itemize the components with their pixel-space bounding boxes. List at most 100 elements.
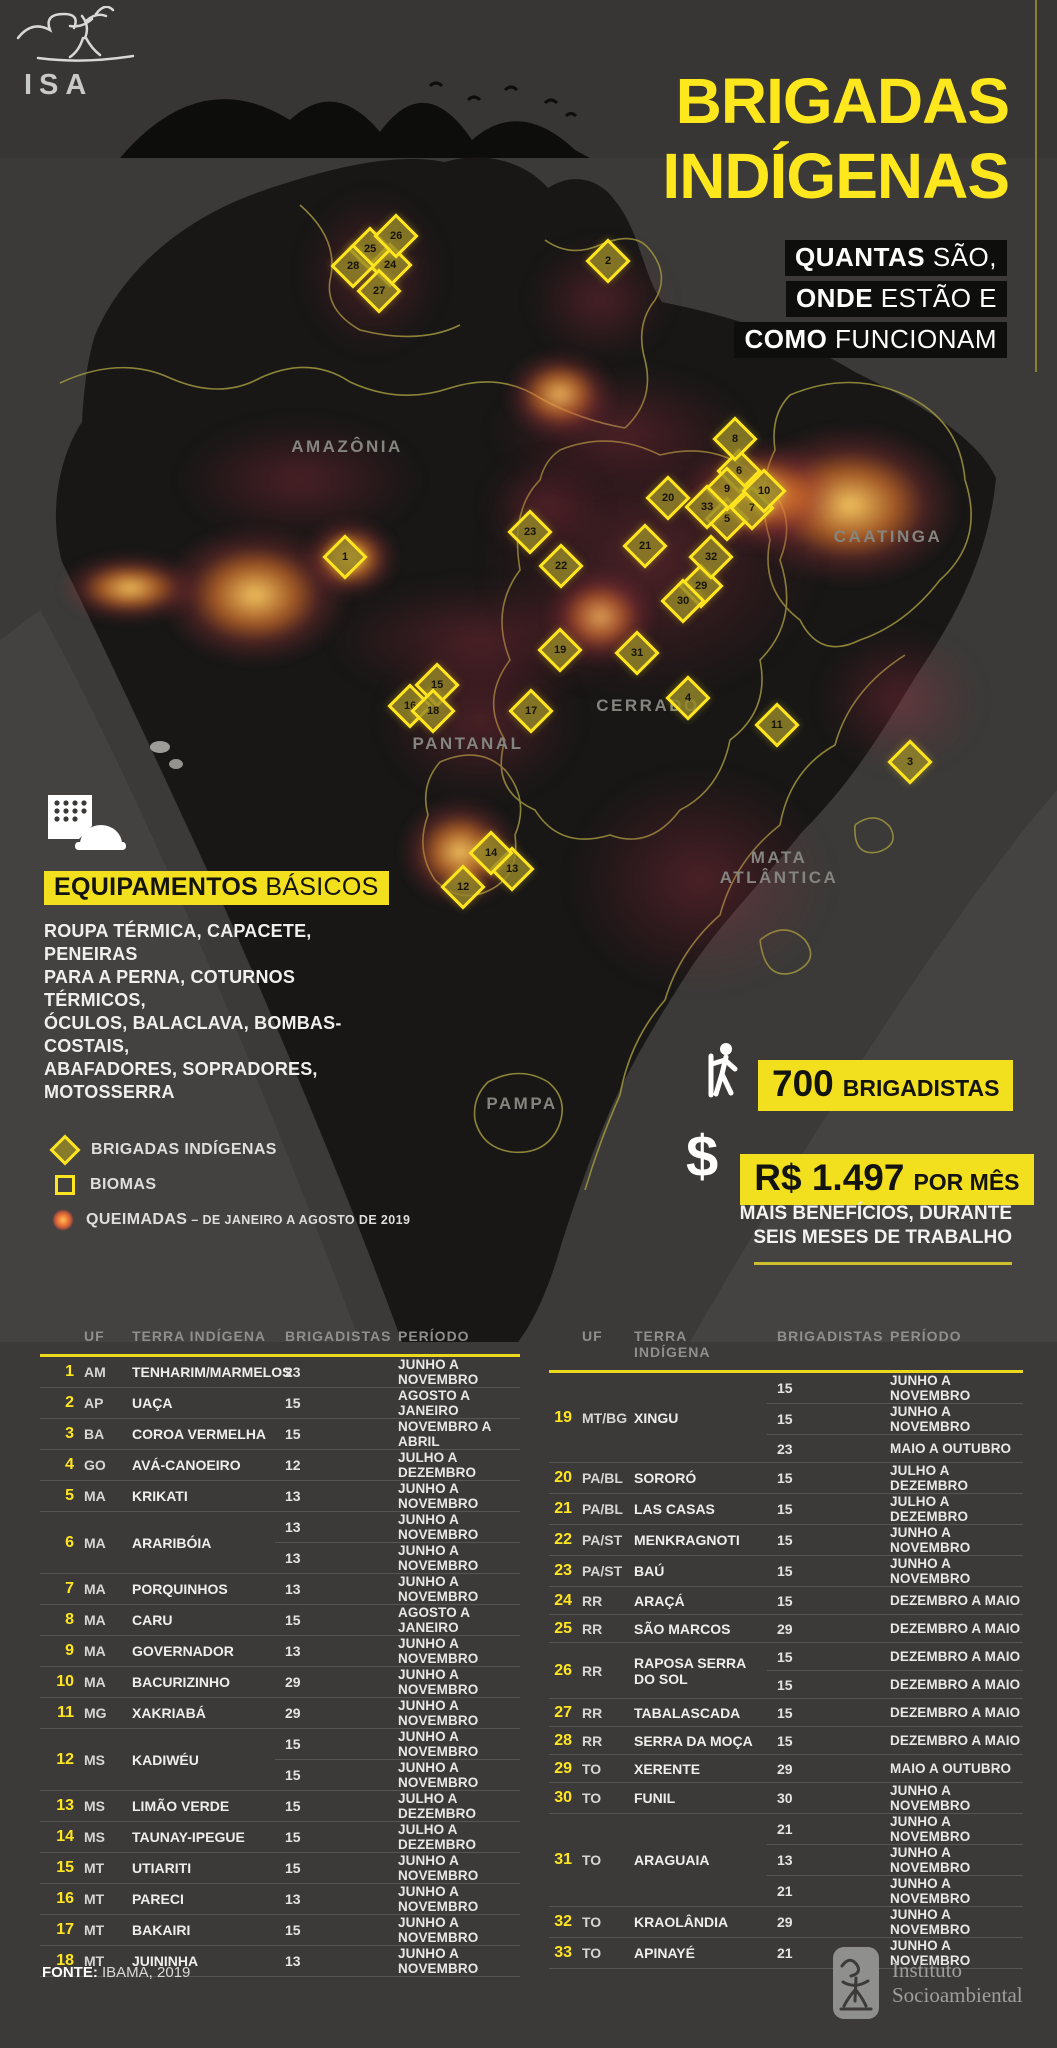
marker-number: 20 xyxy=(661,492,675,504)
legend-item-brigadas: BRIGADAS INDÍGENAS xyxy=(49,1134,410,1166)
row-uf: MA xyxy=(84,1643,106,1659)
legend-label: QUEIMADAS – DE JANEIRO A AGOSTO DE 2019 xyxy=(86,1211,411,1228)
row-number: 29 xyxy=(554,1759,572,1777)
entry-brigadistas: 21 xyxy=(777,1821,793,1837)
entry-periodo: AGOSTO A JANEIRO xyxy=(398,1605,470,1635)
pacific-ocean xyxy=(0,610,360,1342)
row-entry: 15 DEZEMBRO A MAIO xyxy=(767,1670,1023,1698)
entry-periodo: JUNHO A NOVEMBRO xyxy=(890,1845,971,1875)
row-entry: 23 JUNHO A NOVEMBRO xyxy=(275,1357,520,1387)
row-uf: RR xyxy=(582,1620,603,1637)
entry-brigadistas: 15 xyxy=(285,1426,301,1442)
marker-number: 2 xyxy=(604,255,612,267)
row-terra-indigena: PORQUINHOS xyxy=(132,1581,228,1597)
row-number: 31 xyxy=(554,1851,572,1868)
col-uf: UF xyxy=(582,1328,603,1344)
row-entry: 13 JUNHO A NOVEMBRO xyxy=(275,1636,520,1666)
entry-periodo: JUNHO A NOVEMBRO xyxy=(890,1556,971,1586)
row-entry: 13 JUNHO A NOVEMBRO xyxy=(275,1512,520,1542)
row-entries: 15 DEZEMBRO A MAIO xyxy=(767,1727,1023,1754)
biome-label: MATA ATLÂNTICA xyxy=(719,848,839,887)
org-name-line: Instituto xyxy=(892,1958,963,1982)
row-uf: MT/BG xyxy=(582,1409,628,1426)
map-legend: BRIGADAS INDÍGENAS BIOMAS QUEIMADAS – DE… xyxy=(49,1134,410,1243)
marker-number: 9 xyxy=(723,483,731,495)
row-entries: 29 JUNHO A NOVEMBRO xyxy=(275,1667,520,1697)
row-entries: 13 JUNHO A NOVEMBRO xyxy=(275,1574,520,1604)
table-row: 9 MA GOVERNADOR 13 JUNHO A NOVEMBRO xyxy=(40,1636,520,1667)
entry-periodo: JUNHO A NOVEMBRO xyxy=(398,1636,479,1666)
entry-periodo: NOVEMBRO A ABRIL xyxy=(398,1419,492,1449)
row-entry: 15 JULHO A DEZEMBRO xyxy=(275,1791,520,1821)
row-entry: 15 DEZEMBRO A MAIO xyxy=(767,1699,1023,1726)
col-periodo: PERÍODO xyxy=(398,1328,470,1344)
table-row: 15 MT UTIARITI 15 JUNHO A NOVEMBRO xyxy=(40,1853,520,1884)
subtitle-line: ONDE ESTÃO E xyxy=(734,281,1007,317)
row-entry: 21 JUNHO A NOVEMBRO xyxy=(767,1875,1023,1906)
entry-brigadistas: 15 xyxy=(777,1704,793,1721)
row-entry: 21 JUNHO A NOVEMBRO xyxy=(767,1938,1023,1968)
row-entries: 15 JUNHO A NOVEMBRO xyxy=(275,1915,520,1945)
entry-brigadistas: 13 xyxy=(285,1891,301,1907)
equipment-list: ROUPA TÉRMICA, CAPACETE, PENEIRAS PARA A… xyxy=(44,920,389,1104)
entry-brigadistas: 29 xyxy=(777,1760,793,1777)
row-number: 1 xyxy=(65,1363,74,1380)
row-terra-indigena: KRAOLÂNDIA xyxy=(634,1914,729,1930)
row-entry: 29 JUNHO A NOVEMBRO xyxy=(275,1667,520,1697)
row-number: 2 xyxy=(65,1394,74,1411)
entry-periodo: JULHO A DEZEMBRO xyxy=(890,1463,969,1493)
row-uf: MT xyxy=(84,1922,105,1938)
row-entry: 29 MAIO A OUTUBRO xyxy=(767,1755,1023,1782)
entry-brigadistas: 15 xyxy=(777,1380,793,1396)
row-uf: MA xyxy=(84,1581,106,1597)
row-terra-indigena: PARECI xyxy=(132,1891,184,1907)
entry-periodo: JUNHO A NOVEMBRO xyxy=(398,1574,479,1604)
marker-number: 29 xyxy=(694,580,708,592)
row-entries: 30 JUNHO A NOVEMBRO xyxy=(767,1783,1023,1813)
row-terra-indigena: KADIWÉU xyxy=(132,1751,199,1768)
row-terra-indigena: SORORÓ xyxy=(634,1470,697,1486)
col-periodo: PERÍODO xyxy=(890,1328,962,1344)
glove-helmet-icon xyxy=(48,795,126,850)
row-entry: 29 DEZEMBRO A MAIO xyxy=(767,1615,1023,1642)
salary-badge: R$ 1.497 POR MÊS xyxy=(740,1154,1034,1205)
accent-vertical-line xyxy=(1035,0,1037,372)
row-entries: 15 JULHO A DEZEMBRO xyxy=(767,1463,1023,1493)
table-row: 24 RR ARAÇÁ 15 DEZEMBRO A MAIO xyxy=(549,1587,1023,1615)
row-uf: MA xyxy=(84,1534,106,1551)
lagoon xyxy=(169,759,183,769)
row-uf: MT xyxy=(84,1891,105,1907)
row-number: 3 xyxy=(65,1425,74,1442)
page-title: BRIGADAS INDÍGENAS xyxy=(662,64,1010,214)
table-row: 22 PA/ST MENKRAGNOTI 15 JUNHO A NOVEMBRO xyxy=(549,1525,1023,1556)
entry-periodo: JUNHO A NOVEMBRO xyxy=(398,1884,479,1914)
row-number: 6 xyxy=(65,1533,74,1551)
dollar-icon: $ xyxy=(686,1124,719,1189)
row-number: 25 xyxy=(554,1619,572,1637)
row-entries: 21 JUNHO A NOVEMBRO 13 JUNHO A NOVEMBRO 21 JU… xyxy=(767,1814,1023,1906)
legend-item-queimadas: QUEIMADAS – DE JANEIRO A AGOSTO DE 2019 xyxy=(50,1208,410,1232)
equipment-line: ÓCULOS, BALACLAVA, BOMBAS-COSTAIS, xyxy=(44,1013,342,1056)
row-number: 27 xyxy=(554,1703,572,1721)
row-uf: MS xyxy=(84,1829,105,1845)
marker-number: 6 xyxy=(735,465,743,477)
row-number: 22 xyxy=(554,1531,572,1548)
entry-periodo: JUNHO A NOVEMBRO xyxy=(890,1814,971,1844)
row-entries: 15 JUNHO A NOVEMBRO 15 JUNHO A NOVEMBRO 23 MA… xyxy=(767,1373,1023,1462)
row-terra-indigena: GOVERNADOR xyxy=(132,1643,234,1659)
marker-number: 13 xyxy=(505,863,519,875)
entry-brigadistas: 15 xyxy=(777,1676,793,1693)
row-uf: PA/BL xyxy=(582,1470,623,1486)
row-number: 12 xyxy=(56,1750,74,1768)
entry-periodo: JULHO A DEZEMBRO xyxy=(398,1791,477,1821)
entry-periodo: DEZEMBRO A MAIO xyxy=(890,1621,1021,1636)
table-header: UF TERRA INDÍGENA BRIGADISTAS PERÍODO xyxy=(549,1328,1023,1373)
row-entries: 15 JUNHO A NOVEMBRO xyxy=(767,1525,1023,1555)
row-terra-indigena: UAÇA xyxy=(132,1395,173,1411)
marker-number: 18 xyxy=(426,705,440,717)
table-row: 31 TO ARAGUAIA 21 JUNHO A NOVEMBRO 13 JUNHO A … xyxy=(549,1814,1023,1907)
row-terra-indigena: SÃO MARCOS xyxy=(634,1620,731,1637)
table-header: UF TERRA INDÍGENA BRIGADISTAS PERÍODO xyxy=(40,1328,520,1357)
row-number: 30 xyxy=(554,1789,572,1806)
entry-periodo: JUNHO A NOVEMBRO xyxy=(398,1481,479,1511)
